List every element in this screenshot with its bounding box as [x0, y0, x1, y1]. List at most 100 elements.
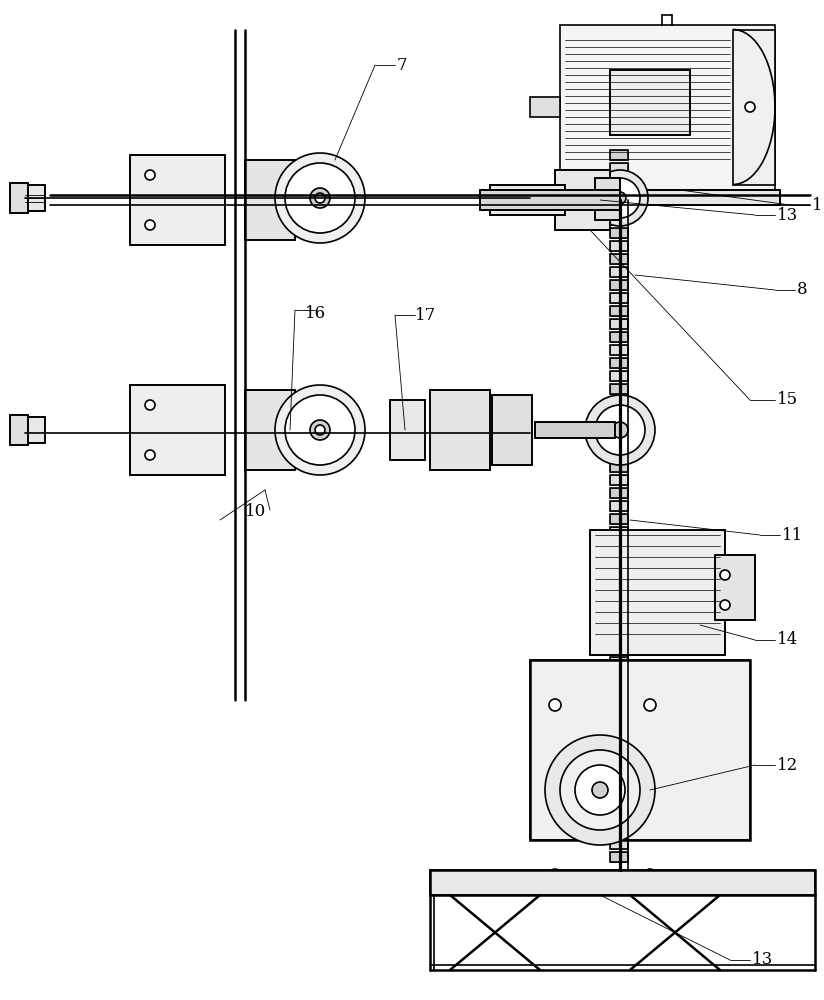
- Bar: [610, 644, 628, 654]
- Bar: [610, 696, 628, 706]
- Bar: [610, 410, 628, 420]
- Bar: [733, 30, 775, 185]
- Bar: [490, 185, 565, 215]
- Bar: [610, 670, 628, 680]
- Bar: [610, 566, 628, 576]
- Bar: [25, 417, 45, 443]
- Bar: [610, 540, 628, 550]
- Circle shape: [145, 170, 155, 180]
- Bar: [610, 566, 628, 576]
- Bar: [715, 555, 755, 620]
- Bar: [480, 190, 620, 210]
- Bar: [610, 839, 628, 849]
- Circle shape: [310, 420, 330, 440]
- Bar: [610, 163, 628, 173]
- Bar: [610, 202, 628, 212]
- Bar: [610, 618, 628, 628]
- Bar: [130, 385, 225, 475]
- Bar: [610, 826, 628, 836]
- Bar: [430, 870, 815, 895]
- Bar: [610, 397, 628, 407]
- Bar: [610, 735, 628, 745]
- Bar: [610, 644, 628, 654]
- Bar: [610, 826, 628, 836]
- Bar: [610, 371, 628, 381]
- Bar: [610, 280, 628, 290]
- Bar: [610, 748, 628, 758]
- Bar: [610, 254, 628, 264]
- Bar: [390, 400, 425, 460]
- Bar: [555, 190, 780, 205]
- Bar: [610, 709, 628, 719]
- Bar: [610, 787, 628, 797]
- Bar: [610, 293, 628, 303]
- Bar: [610, 501, 628, 511]
- Bar: [10, 415, 28, 445]
- Bar: [610, 319, 628, 329]
- Bar: [610, 176, 628, 186]
- Bar: [610, 384, 628, 394]
- Bar: [610, 306, 628, 316]
- Bar: [610, 553, 628, 563]
- Bar: [610, 241, 628, 251]
- Circle shape: [315, 425, 325, 435]
- Bar: [610, 267, 628, 277]
- Bar: [610, 813, 628, 823]
- Bar: [595, 178, 620, 220]
- Bar: [610, 774, 628, 784]
- Circle shape: [275, 153, 365, 243]
- Bar: [530, 193, 620, 205]
- Bar: [610, 293, 628, 303]
- Bar: [610, 150, 628, 160]
- Bar: [595, 178, 620, 220]
- Bar: [610, 683, 628, 693]
- Bar: [610, 228, 628, 238]
- Bar: [610, 449, 628, 459]
- Bar: [610, 540, 628, 550]
- Text: 16: 16: [305, 304, 326, 322]
- Circle shape: [614, 192, 626, 204]
- Bar: [610, 813, 628, 823]
- Bar: [610, 774, 628, 784]
- Bar: [245, 160, 295, 240]
- Text: 10: 10: [245, 504, 266, 520]
- Bar: [610, 215, 628, 225]
- Circle shape: [644, 699, 656, 711]
- Circle shape: [595, 405, 645, 455]
- Bar: [130, 155, 225, 245]
- Bar: [610, 605, 628, 615]
- Bar: [245, 390, 295, 470]
- Circle shape: [745, 102, 755, 112]
- Bar: [610, 397, 628, 407]
- Bar: [610, 189, 628, 199]
- Bar: [610, 722, 628, 732]
- Bar: [610, 696, 628, 706]
- Bar: [610, 501, 628, 511]
- Bar: [480, 190, 620, 210]
- Bar: [492, 395, 532, 465]
- Text: 12: 12: [777, 756, 798, 774]
- Bar: [610, 605, 628, 615]
- Bar: [535, 422, 615, 438]
- Bar: [610, 70, 690, 135]
- Text: 17: 17: [415, 306, 436, 324]
- Bar: [610, 306, 628, 316]
- Bar: [610, 839, 628, 849]
- Bar: [245, 160, 295, 240]
- Bar: [610, 657, 628, 667]
- Bar: [610, 631, 628, 641]
- Bar: [610, 189, 628, 199]
- Circle shape: [560, 750, 640, 830]
- Text: 11: 11: [782, 526, 803, 544]
- Circle shape: [315, 193, 325, 203]
- Bar: [610, 319, 628, 329]
- Bar: [610, 527, 628, 537]
- Bar: [590, 530, 725, 655]
- Circle shape: [549, 869, 561, 881]
- Bar: [610, 631, 628, 641]
- Bar: [610, 553, 628, 563]
- Text: 1: 1: [812, 196, 822, 214]
- Bar: [130, 385, 225, 475]
- Bar: [610, 761, 628, 771]
- Bar: [10, 415, 28, 445]
